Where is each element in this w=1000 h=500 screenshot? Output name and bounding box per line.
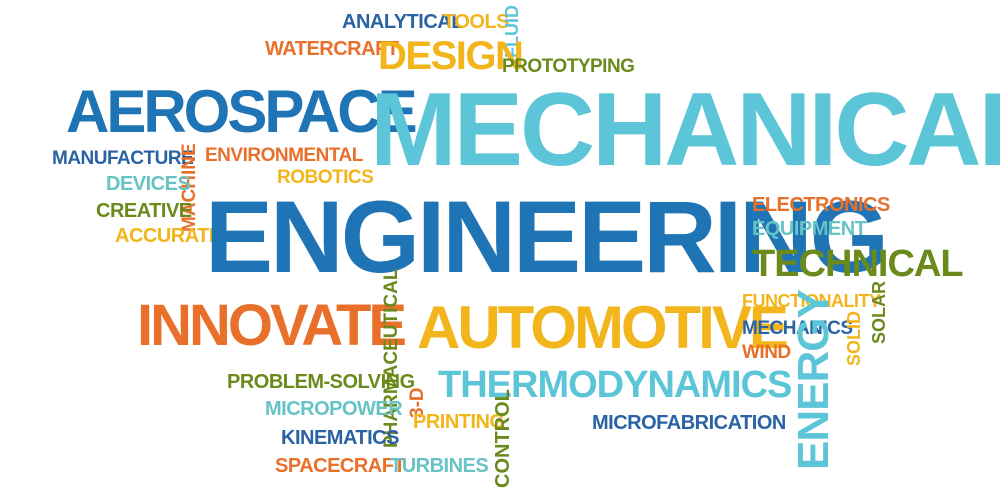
word-creative: CREATIVE [96,200,192,222]
word-solid: SOLID [844,310,864,366]
word-watercraft: WATERCRAFT [265,38,399,60]
word-innovate: INNOVATE [137,293,407,358]
word-solar: SOLAR [869,281,889,344]
word-functionality: FUNCTIONALITY [742,291,881,311]
word-kinematics: KINEMATICS [281,427,399,449]
word-problem-solving: PROBLEM-SOLVING [227,371,415,393]
word-engineering: ENGINEERING [205,180,889,294]
word-tools: TOOLS [443,11,510,33]
word-analytical: ANALYTICAL [342,11,463,33]
word-mechanical: MECHANICAL [370,72,1000,188]
word-pharmaceutical: PHARMACEUTICAL [381,268,402,448]
word-prototyping: PROTOTYPING [502,56,635,77]
word-manufacture: MANUFACTURE [52,148,194,169]
word-wind: WIND [742,342,791,363]
word-design: DESIGN [378,34,524,78]
word-micropower: MICROPOWER [265,398,403,420]
word-aerospace: AEROSPACE [66,78,418,145]
word-equipment: EQUIPMENT [752,218,867,240]
word-mechanics: MECHANICS [742,318,853,339]
word-technical: TECHNICAL [752,243,964,285]
word-microfabrication: MICROFABRICATION [592,412,786,434]
word-spacecraft: SPACECRAFT [275,455,406,477]
word-printing: PRINTING [413,411,505,433]
word-environmental: ENVIRONMENTAL [205,145,363,166]
word-control: CONTROL [492,389,514,488]
word-turbines: TURBINES [390,455,489,477]
word-accurate: ACCURATE [115,225,222,247]
word-energy: ENERGY [789,290,838,470]
word-robotics: ROBOTICS [277,167,374,188]
word-thermodynamics: THERMODYNAMICS [438,364,792,406]
word-electronics: ELECTRONICS [752,194,890,216]
word-devices: DEVICES [106,173,191,195]
word-automotive: AUTOMOTIVE [417,294,789,361]
